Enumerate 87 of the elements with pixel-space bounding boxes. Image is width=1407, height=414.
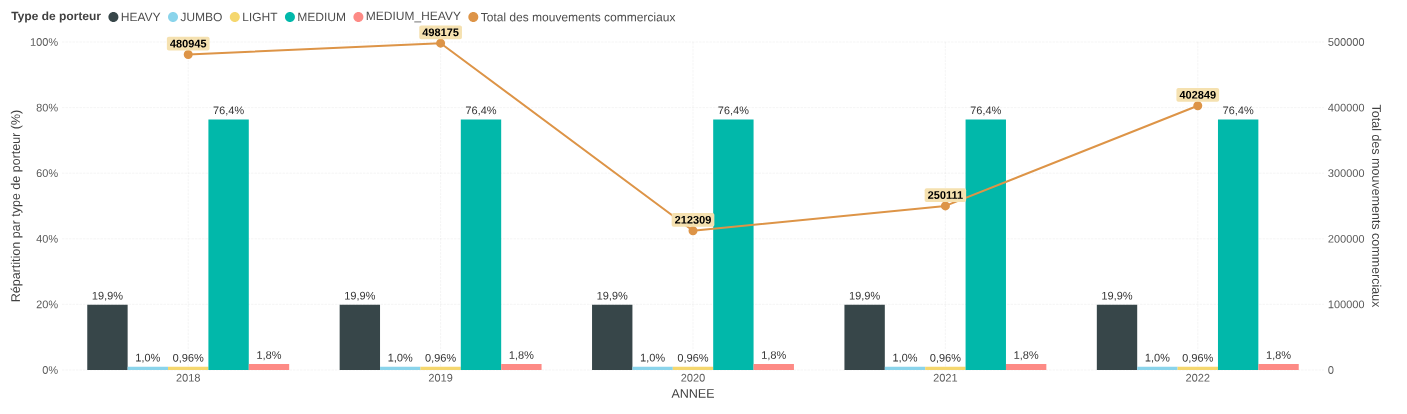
bar bbox=[420, 366, 461, 370]
data-label: 0,96% bbox=[1182, 353, 1213, 363]
bar bbox=[127, 366, 169, 370]
x-tick-label: 2021 bbox=[933, 373, 958, 382]
data-label: 76,4% bbox=[718, 106, 749, 116]
bar bbox=[208, 119, 249, 370]
bar bbox=[1005, 364, 1047, 370]
y2-tick-label: 300000 bbox=[1328, 169, 1365, 178]
data-label: 1,0% bbox=[640, 353, 665, 363]
y-tick-label: 0% bbox=[42, 366, 58, 374]
point bbox=[1193, 101, 1203, 111]
data-label: 19,9% bbox=[1102, 291, 1133, 301]
bar bbox=[884, 366, 926, 370]
point bbox=[183, 49, 193, 59]
legend-label: JUMBO bbox=[180, 12, 222, 22]
y2-tick-label: 200000 bbox=[1328, 234, 1365, 243]
data-label: 19,9% bbox=[849, 291, 880, 301]
x-tick-label: 2022 bbox=[1186, 373, 1210, 382]
y-tick-label: 20% bbox=[36, 300, 58, 309]
data-label: 0,96% bbox=[173, 353, 204, 363]
legend-label: LIGHT bbox=[243, 12, 278, 22]
data-label: 19,9% bbox=[597, 291, 628, 301]
bar bbox=[965, 119, 1006, 370]
bar bbox=[339, 304, 381, 370]
data-label: 498175 bbox=[422, 28, 459, 37]
data-label: 212309 bbox=[675, 215, 711, 224]
x-tick-label: 2019 bbox=[428, 373, 453, 382]
y-axis-title: Répartition par type de porteur (%) bbox=[10, 110, 23, 302]
bar bbox=[713, 119, 754, 370]
bar bbox=[592, 304, 633, 370]
data-label: 1,8% bbox=[1014, 351, 1039, 361]
y-tick-label: 60% bbox=[36, 169, 58, 178]
data-label: 1,8% bbox=[762, 351, 786, 361]
legend-label: HEAVY bbox=[121, 12, 161, 22]
x-tick-label: 2020 bbox=[681, 373, 705, 382]
x-tick-label: 2018 bbox=[176, 373, 200, 382]
bar bbox=[501, 364, 542, 370]
bar bbox=[87, 304, 128, 370]
data-label: 76,4% bbox=[970, 106, 1001, 116]
bar bbox=[1258, 364, 1299, 370]
x-axis-title: ANNEE bbox=[671, 389, 714, 398]
legend-label: Total des mouvements commerciaux bbox=[480, 12, 676, 22]
data-label: 480945 bbox=[170, 39, 207, 48]
data-label: 19,9% bbox=[92, 291, 123, 301]
data-label: 1,0% bbox=[136, 353, 160, 363]
y-tick-label: 100% bbox=[30, 38, 58, 46]
bar bbox=[1177, 366, 1218, 370]
data-label: 1,0% bbox=[893, 353, 918, 363]
bar bbox=[844, 304, 885, 370]
point bbox=[436, 38, 446, 48]
y2-tick-label: 100000 bbox=[1328, 300, 1365, 309]
data-label: 76,4% bbox=[213, 106, 244, 116]
data-label: 1,0% bbox=[388, 353, 413, 363]
data-label: 402849 bbox=[1179, 90, 1216, 99]
bar bbox=[168, 366, 209, 370]
y-tick-label: 40% bbox=[36, 234, 58, 243]
data-label: 1,0% bbox=[1145, 353, 1170, 363]
y2-axis-title: Total des mouvements commerciaux bbox=[1372, 104, 1382, 308]
legend-label: MEDIUM_HEAVY bbox=[366, 11, 461, 23]
bar bbox=[460, 119, 502, 370]
bar bbox=[248, 364, 290, 370]
point bbox=[688, 226, 698, 236]
data-label: 0,96% bbox=[930, 353, 961, 363]
data-label: 1,8% bbox=[257, 351, 282, 361]
bar bbox=[380, 366, 421, 370]
legend-label: MEDIUM bbox=[298, 12, 345, 22]
legend-title: Type de porteur bbox=[11, 11, 101, 23]
data-label: 19,9% bbox=[345, 291, 376, 301]
data-label: 250111 bbox=[928, 191, 963, 199]
bar bbox=[1217, 119, 1259, 370]
data-label: 1,8% bbox=[1266, 351, 1291, 361]
data-label: 1,8% bbox=[509, 351, 534, 361]
bar bbox=[753, 364, 794, 370]
point bbox=[940, 201, 950, 211]
bar bbox=[672, 366, 714, 370]
data-label: 76,4% bbox=[1223, 106, 1254, 116]
y2-tick-label: 400000 bbox=[1328, 103, 1365, 112]
y2-tick-label: 500000 bbox=[1328, 38, 1365, 46]
data-label: 0,96% bbox=[425, 353, 456, 363]
bar bbox=[1137, 366, 1178, 370]
y-tick-label: 80% bbox=[36, 103, 58, 112]
bar bbox=[632, 366, 673, 370]
data-label: 0,96% bbox=[677, 353, 709, 363]
y2-tick-label: 0 bbox=[1328, 366, 1334, 374]
bar bbox=[1096, 304, 1138, 370]
data-label: 76,4% bbox=[465, 106, 497, 116]
bar bbox=[925, 366, 966, 370]
